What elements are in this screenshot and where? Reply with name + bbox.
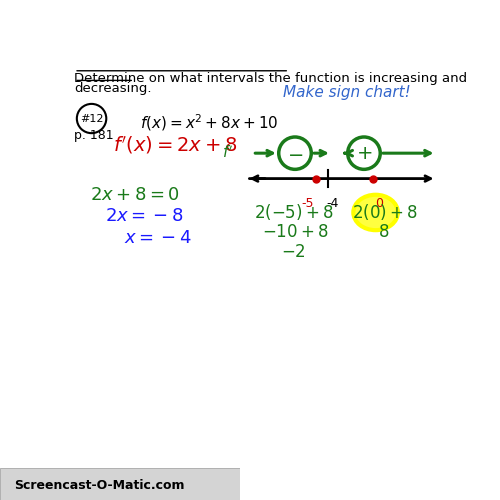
Text: Screencast-O-Matic.com: Screencast-O-Matic.com [14, 479, 185, 492]
Text: Make sign chart!: Make sign chart! [284, 85, 411, 100]
Ellipse shape [354, 195, 398, 230]
Text: decreasing.: decreasing. [74, 82, 152, 95]
Text: $-$: $-$ [287, 144, 303, 163]
Text: $2(-5) + 8$: $2(-5) + 8$ [254, 202, 334, 222]
Text: $x = -4$: $x = -4$ [124, 228, 192, 246]
Text: $2(0) + 8$: $2(0) + 8$ [352, 202, 418, 222]
Text: $8$: $8$ [378, 223, 390, 241]
Text: $+$: $+$ [356, 144, 372, 163]
Text: Determine on what intervals the function is increasing and: Determine on what intervals the function… [74, 72, 467, 86]
Text: $2x = -8$: $2x = -8$ [105, 208, 184, 226]
Text: $2x + 8 = 0$: $2x + 8 = 0$ [90, 186, 180, 204]
Text: $-10 + 8$: $-10 + 8$ [262, 223, 329, 241]
Text: 0: 0 [376, 197, 384, 210]
Text: -4: -4 [326, 197, 339, 210]
FancyBboxPatch shape [0, 468, 240, 500]
Text: #12: #12 [80, 114, 104, 124]
Text: p. 181: p. 181 [74, 128, 114, 141]
Text: $f'(x) = 2x + 8$: $f'(x) = 2x + 8$ [113, 134, 237, 156]
Text: $f(x) = x^2 + 8x + 10$: $f(x) = x^2 + 8x + 10$ [140, 112, 278, 132]
Text: $f'$: $f'$ [222, 145, 233, 162]
Text: -5: -5 [302, 197, 314, 210]
Text: $-2$: $-2$ [282, 244, 306, 262]
